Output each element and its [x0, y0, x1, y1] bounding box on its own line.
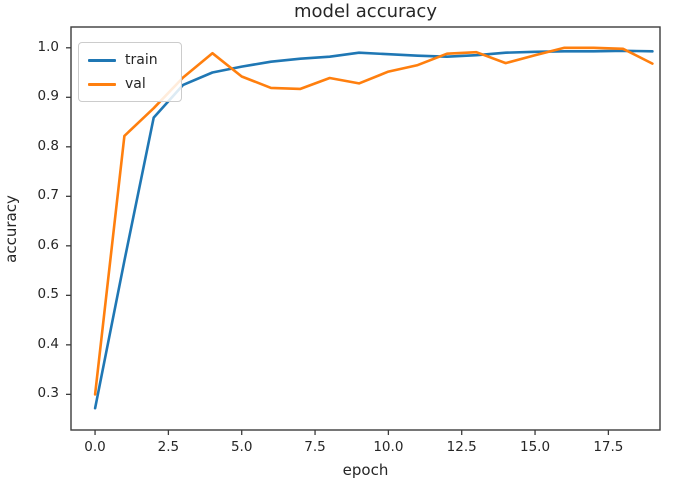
y-tick-label: 1.0 — [37, 38, 59, 55]
y-axis-label: accuracy — [2, 195, 20, 263]
train-line-swatch-icon — [88, 58, 116, 62]
train-line — [93, 49, 654, 410]
y-tick-label: 0.4 — [37, 335, 59, 352]
legend-item-train: train — [88, 48, 171, 72]
y-tick-label: 0.7 — [37, 187, 59, 204]
x-axis-label: epoch — [342, 461, 389, 479]
x-tick-label: 10.0 — [373, 439, 404, 455]
y-tick-label: 0.9 — [37, 88, 59, 105]
y-tick-label: 0.6 — [37, 236, 59, 253]
val-line — [93, 46, 654, 396]
y-tick-label: 0.5 — [37, 286, 59, 303]
x-tick-label: 0.0 — [84, 439, 106, 455]
y-tick-label: 0.8 — [37, 137, 59, 154]
val-line-swatch-icon — [88, 82, 116, 86]
chart-title: model accuracy — [294, 1, 437, 22]
axes-spines — [70, 26, 661, 431]
x-tick-label: 7.5 — [304, 439, 326, 455]
x-tick-label: 12.5 — [446, 439, 477, 455]
legend-label: val — [125, 76, 146, 92]
x-tick-label: 2.5 — [157, 439, 180, 455]
x-tick-label: 5.0 — [230, 439, 253, 455]
x-tick-label: 15.0 — [520, 439, 551, 455]
y-tick-label: 0.3 — [37, 385, 59, 402]
legend-item-val: val — [88, 72, 171, 96]
x-tick-label: 17.5 — [593, 439, 624, 455]
legend-label: train — [125, 52, 158, 68]
legend: train val — [78, 42, 182, 102]
